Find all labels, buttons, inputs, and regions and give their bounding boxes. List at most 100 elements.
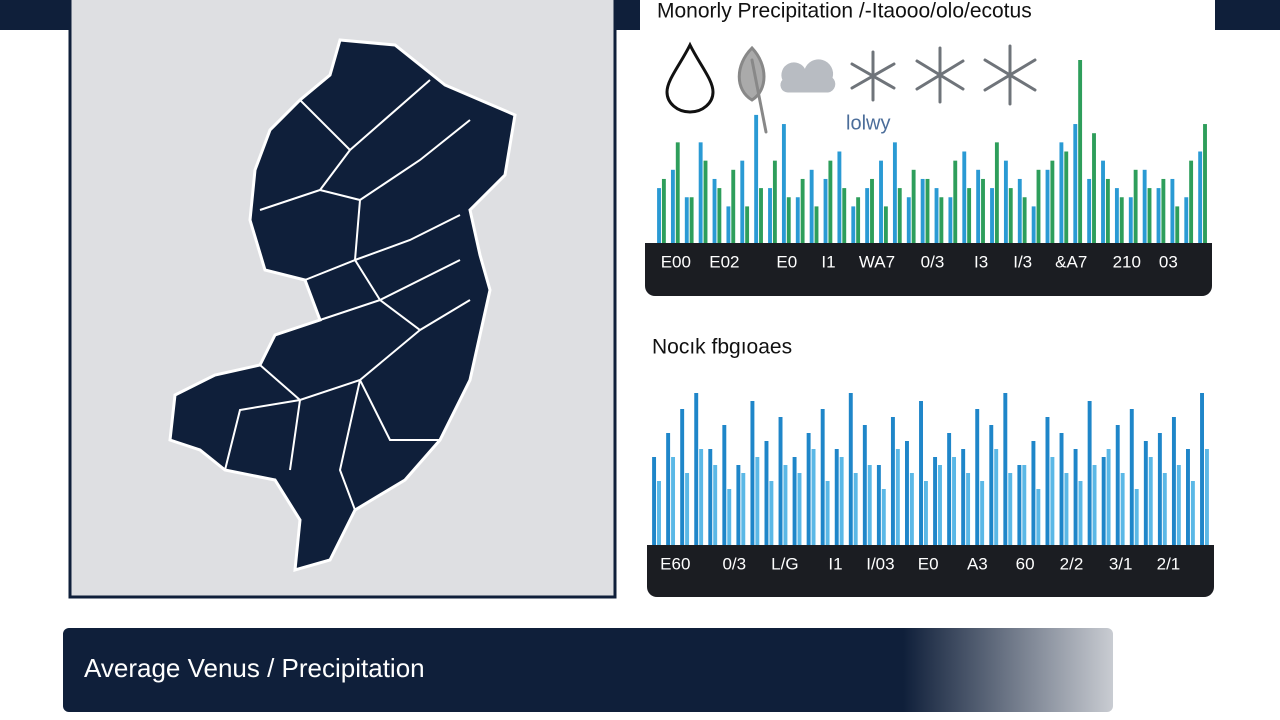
bar xyxy=(708,449,713,545)
bar xyxy=(842,188,847,243)
weather-icons xyxy=(665,41,1037,134)
bar xyxy=(920,178,925,243)
bar xyxy=(1171,417,1176,545)
bar xyxy=(764,441,769,545)
bar xyxy=(1189,160,1194,243)
bar xyxy=(895,449,900,545)
bar xyxy=(939,197,944,243)
bar xyxy=(823,178,828,243)
bar xyxy=(1064,473,1069,545)
bar xyxy=(876,465,881,545)
bar xyxy=(883,206,888,243)
bar xyxy=(923,481,928,545)
bar xyxy=(1022,197,1027,243)
x-tick-label: L/G xyxy=(771,554,798,573)
bar xyxy=(1115,425,1120,545)
top-strip xyxy=(615,0,640,30)
bar xyxy=(961,449,966,545)
axis-strip xyxy=(645,243,1212,296)
axis-strip-top xyxy=(647,545,1214,557)
bar xyxy=(786,197,791,243)
bar xyxy=(1176,465,1181,545)
bar xyxy=(976,169,981,243)
bar xyxy=(1106,449,1111,545)
bar xyxy=(1017,178,1022,243)
bar xyxy=(909,473,914,545)
chart-title: Monorly Precipitation /-Itaooo/olo/ecotu… xyxy=(657,0,1032,23)
bar xyxy=(783,465,788,545)
x-tick-label: 2/1 xyxy=(1157,554,1181,573)
bar xyxy=(1156,188,1161,243)
bar xyxy=(769,481,774,545)
top-strip xyxy=(1215,0,1280,30)
bar xyxy=(839,457,844,545)
bar xyxy=(1143,441,1148,545)
bar xyxy=(1045,169,1050,243)
bar xyxy=(1050,457,1055,545)
bar xyxy=(1186,449,1190,545)
bar xyxy=(952,457,957,545)
bar xyxy=(825,481,830,545)
bar xyxy=(1092,465,1097,545)
bar xyxy=(1162,473,1167,545)
bar xyxy=(981,178,985,243)
bar xyxy=(1175,206,1180,243)
bar xyxy=(1120,473,1125,545)
bar xyxy=(797,473,802,545)
bar xyxy=(1170,178,1175,243)
bar xyxy=(754,114,759,244)
bar xyxy=(781,124,786,243)
bar xyxy=(736,465,741,545)
top-strip xyxy=(0,0,70,30)
bar xyxy=(975,409,980,545)
bar xyxy=(994,142,999,243)
bar xyxy=(675,142,680,243)
bar xyxy=(713,465,718,545)
x-tick-label: E60 xyxy=(660,554,690,573)
bar xyxy=(1101,160,1105,243)
bar xyxy=(890,417,895,545)
x-tick-label: I/03 xyxy=(866,554,894,573)
bar xyxy=(717,188,722,243)
bar xyxy=(1036,489,1041,545)
bar xyxy=(652,457,657,545)
x-tick-label: I1 xyxy=(821,252,835,271)
x-tick-label: 2/2 xyxy=(1060,554,1084,573)
bar xyxy=(1073,124,1078,243)
axis-strip xyxy=(647,545,1214,597)
bar xyxy=(1017,465,1022,545)
bar xyxy=(726,206,731,243)
bar xyxy=(755,457,760,545)
bar xyxy=(727,489,732,545)
bar xyxy=(806,433,811,545)
bar xyxy=(1078,60,1083,243)
x-tick-label: 60 xyxy=(1016,554,1035,573)
bar xyxy=(1184,197,1189,243)
bar xyxy=(1008,473,1013,545)
bar xyxy=(925,178,930,243)
bar xyxy=(911,169,916,243)
bar xyxy=(1101,457,1106,545)
bar xyxy=(1129,409,1134,545)
bar xyxy=(962,151,967,243)
bar xyxy=(657,481,661,545)
bar xyxy=(879,160,883,243)
banner-text: Average Venus / Precipitation xyxy=(84,653,425,683)
x-tick-label: E00 xyxy=(661,252,691,271)
x-tick-label: I/3 xyxy=(1013,252,1032,271)
bar xyxy=(722,425,727,545)
axis-strip-top xyxy=(645,243,1212,255)
bar xyxy=(938,465,942,545)
bar xyxy=(1190,481,1195,545)
bar xyxy=(967,188,972,243)
bar xyxy=(1198,151,1203,243)
bar xyxy=(848,393,853,545)
bar xyxy=(1031,206,1036,243)
bar xyxy=(1036,169,1041,243)
bar xyxy=(897,188,902,243)
bar xyxy=(933,457,938,545)
bar xyxy=(689,197,694,243)
bar xyxy=(862,425,867,545)
bar xyxy=(1105,178,1110,243)
